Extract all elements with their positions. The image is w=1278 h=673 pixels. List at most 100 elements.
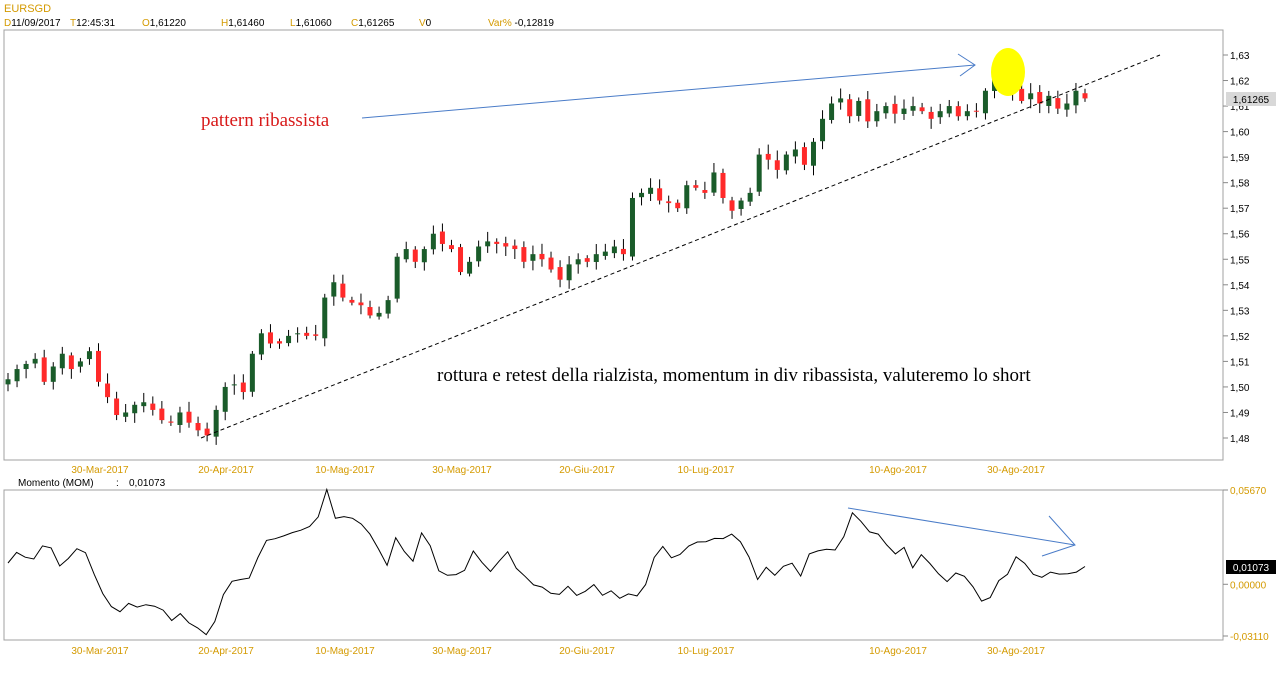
x-tick-label: 10-Ago-2017 xyxy=(869,465,927,476)
x-tick-label: 10-Lug-2017 xyxy=(678,646,735,657)
candle-body xyxy=(801,147,807,165)
candle-body xyxy=(349,299,355,303)
candle-body xyxy=(23,363,29,370)
candle-body xyxy=(738,200,744,209)
candle-body xyxy=(340,283,346,298)
candle-body xyxy=(838,98,844,103)
y-tick-label: 1,48 xyxy=(1230,434,1250,445)
momentum-y-axis: 0,05670 0,00000 -0,03110 xyxy=(1223,486,1269,643)
price-panel[interactable]: 1,63 1,62 1,61 1,60 1,59 1,58 1,57 1,56 1,55 1,54… xyxy=(3,29,1276,476)
y-tick-label: 1,49 xyxy=(1230,408,1250,419)
candle-body xyxy=(32,358,38,364)
candle-body xyxy=(403,249,409,260)
y-tick-label: 1,55 xyxy=(1230,255,1250,266)
candle-body xyxy=(575,259,581,265)
candle-body xyxy=(222,386,228,412)
header-field: V0 xyxy=(419,18,432,29)
y-tick-label: 1,61 xyxy=(1230,102,1250,113)
candle-body xyxy=(331,282,337,297)
y-tick-label: 1,59 xyxy=(1230,153,1250,164)
candle-body xyxy=(684,185,690,209)
candle-body xyxy=(711,172,717,193)
candle-body xyxy=(919,107,925,112)
candle-body xyxy=(68,355,74,370)
candle-body xyxy=(14,369,20,382)
candle-body xyxy=(657,188,663,201)
candle-body xyxy=(973,110,979,112)
candle-body xyxy=(313,334,319,336)
candle-body xyxy=(720,172,726,198)
candle-body xyxy=(928,111,934,119)
mom-y-tick-label: -0,03110 xyxy=(1230,632,1269,643)
candle-body xyxy=(258,333,264,355)
candle-body xyxy=(186,411,192,423)
y-tick-label: 1,50 xyxy=(1230,383,1250,394)
candle-body xyxy=(829,103,835,120)
candle-body xyxy=(358,302,364,306)
price-x-axis: 30-Mar-2017 20-Apr-2017 10-Mag-2017 30-Mag-… xyxy=(71,465,1045,476)
candle-body xyxy=(59,353,65,369)
annotation-arrow-head xyxy=(957,53,976,77)
candle-body xyxy=(946,106,952,114)
candle-body xyxy=(385,300,391,314)
candle-body xyxy=(421,249,427,263)
candle-body xyxy=(639,192,645,198)
candle-body xyxy=(467,261,473,274)
header-field: Var% -0,12819 xyxy=(488,18,554,29)
candle-body xyxy=(756,154,762,192)
highlight-ellipse xyxy=(991,48,1025,96)
y-tick-label: 1,51 xyxy=(1230,357,1250,368)
candle-body xyxy=(892,103,898,114)
candle-body xyxy=(847,99,853,117)
candle-body xyxy=(1055,98,1061,109)
y-tick-label: 1,58 xyxy=(1230,179,1250,190)
candle-body xyxy=(1037,92,1043,104)
y-tick-label: 1,54 xyxy=(1230,281,1250,292)
candle-body xyxy=(367,307,373,316)
candle-body xyxy=(267,332,273,344)
candle-body xyxy=(955,106,961,117)
candle-body xyxy=(566,264,572,281)
candle-body xyxy=(458,247,464,273)
candle-body xyxy=(1046,95,1052,106)
candle-body xyxy=(485,241,491,247)
x-tick-label: 10-Mag-2017 xyxy=(315,646,375,657)
price-y-axis: 1,63 1,62 1,61 1,60 1,59 1,58 1,57 1,56 1,55 1,54… xyxy=(1223,51,1250,445)
candle-body xyxy=(195,422,201,431)
candle-body xyxy=(512,245,518,250)
candle-body xyxy=(584,258,590,262)
candle-body xyxy=(50,366,56,382)
x-tick-label: 20-Giu-2017 xyxy=(559,465,615,476)
momentum-value: 0,01073 xyxy=(129,478,166,489)
momentum-x-axis: 30-Mar-2017 20-Apr-2017 10-Mag-2017 30-Mag-… xyxy=(71,646,1045,657)
x-tick-label: 20-Apr-2017 xyxy=(198,465,254,476)
x-tick-label: 10-Ago-2017 xyxy=(869,646,927,657)
candle-body xyxy=(150,403,156,410)
y-tick-label: 1,53 xyxy=(1230,306,1250,317)
candle-body xyxy=(792,149,798,157)
divergence-arrow-head xyxy=(1041,515,1076,557)
momentum-badge-value: 0,01073 xyxy=(1233,563,1270,574)
annotation-arrow xyxy=(361,64,976,119)
price-panel-frame xyxy=(3,29,1224,461)
momentum-panel[interactable]: 0,05670 0,00000 -0,03110 30-Mar-2017 20-Apr… xyxy=(3,486,1276,657)
x-tick-label: 30-Mag-2017 xyxy=(432,646,492,657)
candle-body xyxy=(213,409,219,437)
y-tick-label: 1,63 xyxy=(1230,51,1250,62)
y-tick-label: 1,57 xyxy=(1230,204,1250,215)
candle-body xyxy=(141,402,147,407)
candle-body xyxy=(304,332,310,336)
candle-body xyxy=(394,256,400,299)
y-tick-label: 1,56 xyxy=(1230,230,1250,241)
candle-body xyxy=(1028,93,1034,100)
candle-body xyxy=(982,90,988,114)
candle-body xyxy=(856,100,862,116)
last-price-value: 1,61265 xyxy=(1233,95,1270,106)
candle-body xyxy=(249,353,255,392)
divergence-arrow xyxy=(847,507,1076,546)
symbol-title: EURSGD xyxy=(4,3,51,15)
candle-body xyxy=(693,185,699,188)
candle-body xyxy=(494,241,500,244)
candle-body xyxy=(430,233,436,250)
